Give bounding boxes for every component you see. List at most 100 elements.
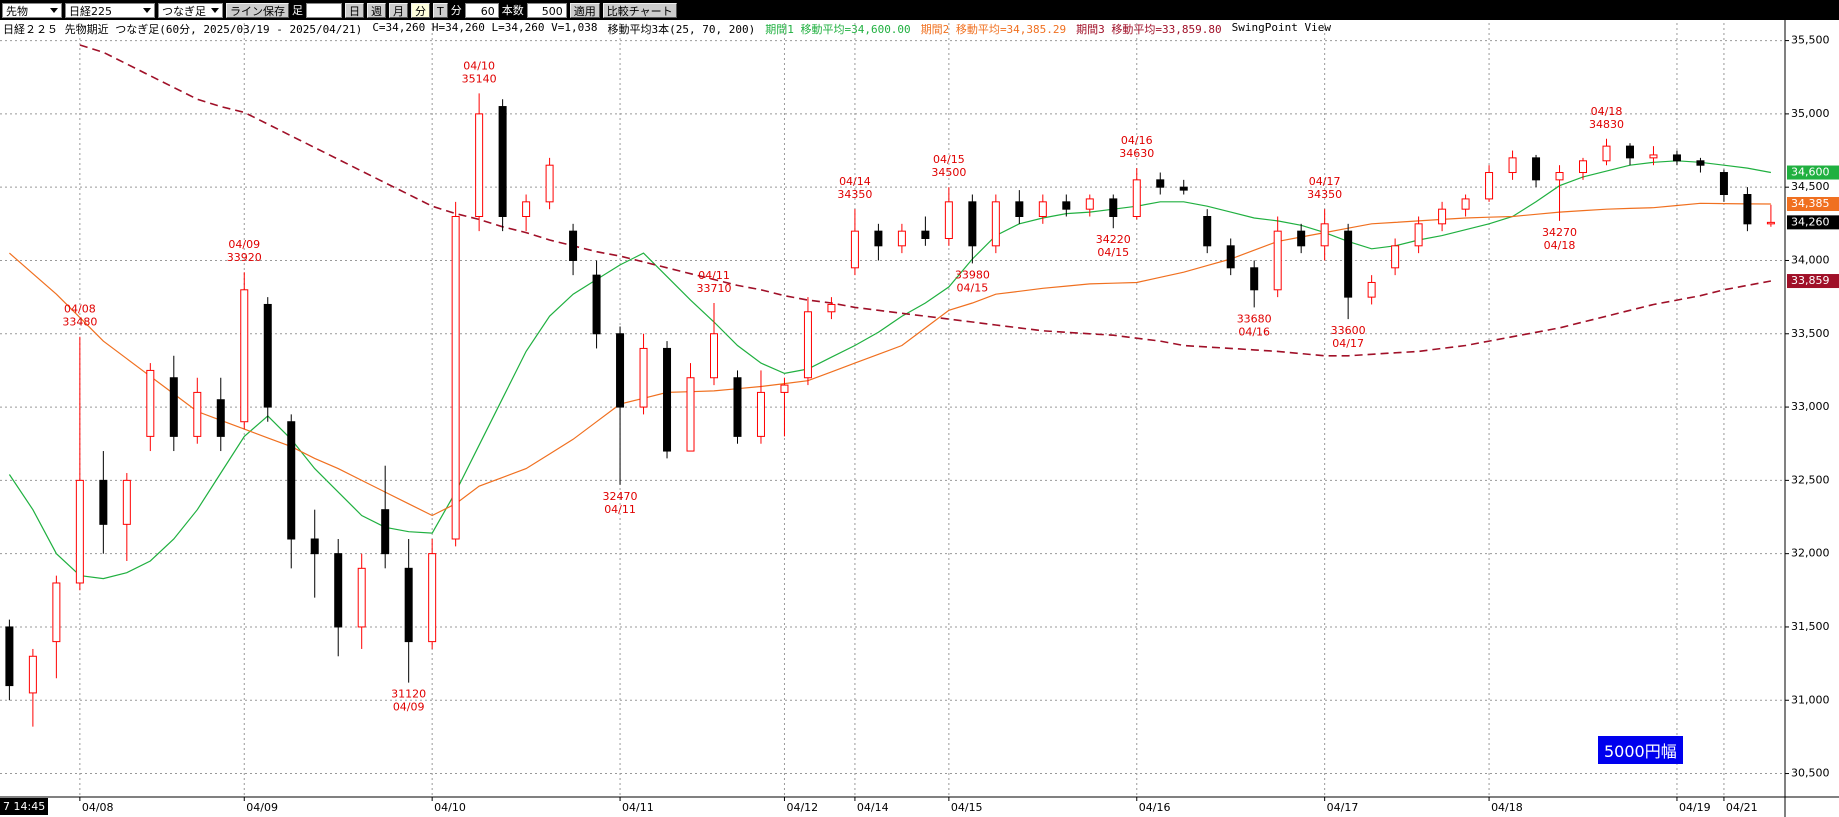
candle-body [616,333,625,408]
ashi-label: 足 [292,4,303,17]
day-button[interactable]: 日 [345,2,364,18]
candle-body [1367,281,1376,298]
swing-value: 32470 [603,490,638,503]
tick-button[interactable]: T [433,2,448,18]
candle-body [733,377,742,437]
legend-name: 期間3 移動平均 [1076,23,1156,36]
x-tick-label: 04/10 [434,801,466,814]
count-input[interactable]: 500 [526,2,567,18]
candle-body [569,230,578,261]
legend-entry: 期間2 移動平均=34,385.29 [921,21,1066,37]
swing-value: 34270 [1542,226,1577,239]
candle-body [639,347,648,408]
candle-body [169,377,178,437]
swing-value: 33480 [62,316,97,329]
swing-value: 34350 [1307,188,1342,201]
candle-body [1719,172,1728,196]
x-tick-label: 04/18 [1491,801,1523,814]
ma-value-box [1787,196,1839,211]
swing-value: 34350 [837,188,872,201]
ma-value-label: 34,600 [1791,166,1830,179]
legend-name: 期間2 移動平均 [920,23,1000,36]
candle-body [1250,267,1259,291]
ashi-input[interactable] [306,2,342,18]
market-select[interactable]: 先物 [2,2,62,18]
y-tick-label: 30,500 [1791,767,1830,780]
ma-value-label: 33,859 [1791,274,1830,287]
y-tick-label: 33,000 [1791,400,1830,413]
candle-body [381,509,390,555]
candle-body [592,274,601,335]
x-tick-label: 04/08 [82,801,114,814]
candle-body [780,384,789,393]
candle-body [1672,154,1681,162]
candle-body [334,553,343,628]
swing-date: 04/09 [228,238,260,251]
candle-body [1532,157,1541,181]
period-input[interactable]: 60 [464,2,499,18]
legend-value: =34,385.29 [999,23,1067,36]
candle-body [710,333,718,379]
view-name: SwingPoint View [1231,21,1331,34]
candle-body [1015,201,1024,218]
candle-body [146,369,155,437]
save-button[interactable]: ライン保存 [226,2,289,18]
compare-button[interactable]: 比較チャート [602,2,677,18]
candle-body [404,567,413,643]
ma-info: 移動平均3本(25, 70, 200) [607,23,756,36]
swing-value: 33680 [1237,312,1272,325]
swing-date: 04/11 [604,503,636,516]
minute-button[interactable]: 分 [411,2,430,18]
toolbar: 先物 日経225 つなぎ足 ライン保存 足 日 週 月 分 T 分 60 本数 … [0,0,1839,20]
bar-type-select[interactable]: つなぎ足 [158,2,223,18]
candle-body [475,113,484,217]
candle-body [122,479,131,525]
legend-entry: 期間1 移動平均=34,600.00 [765,21,910,37]
swing-value: 34500 [931,166,966,179]
y-tick-label: 32,500 [1791,473,1830,486]
candles [5,93,1775,727]
last-close-box [1787,215,1839,230]
last-close-label: 34,260 [1791,215,1830,228]
candle-body [1226,245,1235,269]
chart-header: 日経２２５ 先物期近 つなぎ足(60分, 2025/03/19 - 2025/0… [3,21,1331,37]
candle-body [1320,223,1329,247]
x-tick-label: 04/09 [246,801,278,814]
candle-body [1179,186,1188,191]
candle-body [921,230,930,239]
candle-body [1579,160,1588,174]
candle-body [1344,230,1353,298]
candle-body [1414,223,1423,247]
y-tick-label: 33,500 [1791,327,1830,340]
candle-body [897,230,906,247]
swing-value: 33980 [955,268,990,281]
candle-body [451,216,460,540]
swing-date: 04/10 [463,59,495,72]
candle-body [1766,221,1775,225]
swing-value: 34630 [1119,147,1154,160]
candle-body [1203,216,1212,247]
candle-body [287,421,296,540]
candle-body [1649,154,1658,159]
candle-body [28,655,37,694]
candle-body [1508,157,1517,174]
candle-body [1696,160,1705,166]
swing-date: 04/17 [1332,337,1364,350]
week-button[interactable]: 週 [367,2,386,18]
apply-button[interactable]: 適用 [569,2,600,18]
x-tick-label: 04/21 [1726,801,1758,814]
index-select[interactable]: 日経225 [65,2,155,18]
candle-body [545,164,554,203]
month-button[interactable]: 月 [389,2,408,18]
ma-line [8,160,1772,580]
y-tick-label: 35,000 [1791,107,1830,120]
candle-body [1602,145,1611,162]
candle-body [1461,198,1470,210]
swing-value: 31120 [391,688,426,701]
candle-body [193,391,202,437]
candle-body [850,230,859,269]
x-tick-label: 04/17 [1327,801,1359,814]
candle-body [1109,198,1118,217]
candle-body [1391,245,1400,269]
